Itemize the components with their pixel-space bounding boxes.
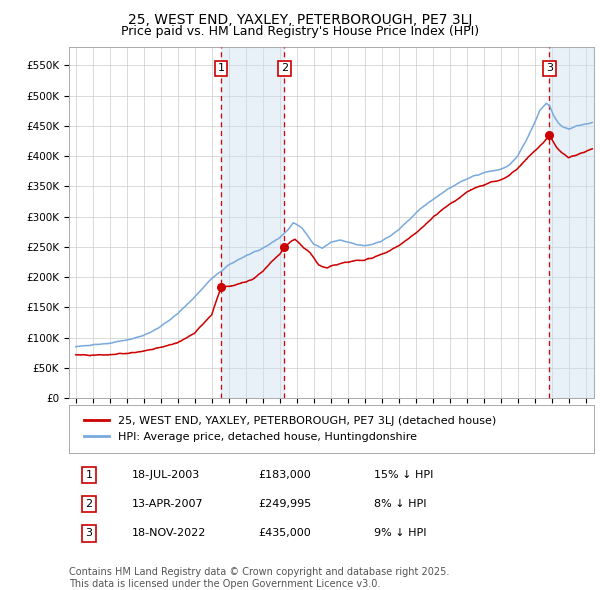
Bar <box>221 47 284 398</box>
Text: 3: 3 <box>546 63 553 73</box>
Text: 18-NOV-2022: 18-NOV-2022 <box>132 529 206 539</box>
Text: 25, WEST END, YAXLEY, PETERBOROUGH, PE7 3LJ: 25, WEST END, YAXLEY, PETERBOROUGH, PE7 … <box>128 13 472 27</box>
Text: Contains HM Land Registry data © Crown copyright and database right 2025.
This d: Contains HM Land Registry data © Crown c… <box>69 567 449 589</box>
Text: Price paid vs. HM Land Registry's House Price Index (HPI): Price paid vs. HM Land Registry's House … <box>121 25 479 38</box>
Text: 9% ↓ HPI: 9% ↓ HPI <box>373 529 426 539</box>
Text: 2: 2 <box>281 63 288 73</box>
Text: 13-APR-2007: 13-APR-2007 <box>132 499 203 509</box>
Text: 1: 1 <box>85 470 92 480</box>
Text: 18-JUL-2003: 18-JUL-2003 <box>132 470 200 480</box>
Text: 15% ↓ HPI: 15% ↓ HPI <box>373 470 433 480</box>
Text: 2: 2 <box>85 499 92 509</box>
Text: 1: 1 <box>217 63 224 73</box>
Text: £249,995: £249,995 <box>258 499 311 509</box>
Text: 3: 3 <box>85 529 92 539</box>
Text: £435,000: £435,000 <box>258 529 311 539</box>
Bar <box>550 47 594 398</box>
Legend: 25, WEST END, YAXLEY, PETERBOROUGH, PE7 3LJ (detached house), HPI: Average price: 25, WEST END, YAXLEY, PETERBOROUGH, PE7 … <box>80 411 500 447</box>
Text: 8% ↓ HPI: 8% ↓ HPI <box>373 499 426 509</box>
Text: £183,000: £183,000 <box>258 470 311 480</box>
